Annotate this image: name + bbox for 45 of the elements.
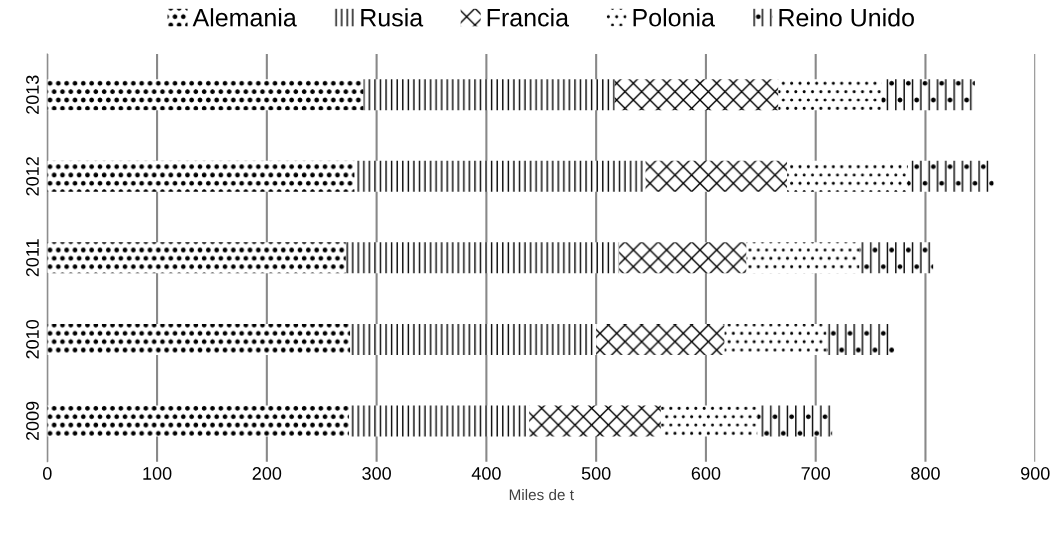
bar (907, 160, 994, 192)
bar (47, 79, 364, 111)
bar (645, 160, 788, 192)
bar (614, 79, 779, 111)
bar (881, 79, 975, 111)
bar (47, 160, 355, 192)
legend-label: Alemania (192, 8, 297, 27)
y-tick-label: 2011 (26, 239, 39, 277)
x-tick-label: 900 (1021, 467, 1050, 480)
bar (345, 242, 620, 274)
x-tick-label: 0 (42, 467, 52, 480)
x-tick-label: 500 (581, 467, 611, 480)
bar (746, 242, 860, 274)
x-axis-title: Miles de t (509, 488, 574, 501)
bar (826, 323, 895, 355)
y-tick-label: 2012 (26, 157, 39, 196)
x-tick-label: 100 (143, 467, 172, 480)
bar (47, 405, 350, 437)
legend-label: Reino Unido (779, 8, 914, 27)
legend-label: Francia (487, 8, 570, 27)
bar (757, 405, 833, 437)
bar (778, 79, 882, 111)
y-tick-label: 2010 (26, 320, 39, 359)
bar (596, 323, 725, 355)
bar (529, 405, 661, 437)
bar (47, 242, 346, 274)
y-tick-label: 2009 (26, 401, 39, 441)
bar (354, 160, 646, 192)
bar (363, 79, 615, 111)
y-tick-label: 2013 (26, 75, 39, 114)
legend-label: Rusia (361, 8, 424, 27)
x-tick-label: 700 (801, 467, 831, 480)
x-tick-label: 300 (362, 467, 391, 480)
bar (350, 323, 597, 355)
x-tick-label: 400 (471, 467, 501, 480)
x-tick-label: 200 (252, 467, 282, 480)
bar (787, 160, 908, 192)
bar (619, 242, 747, 274)
x-tick-label: 600 (691, 467, 721, 480)
bar (660, 405, 758, 437)
legend-label: Polonia (633, 8, 715, 27)
bar (859, 242, 934, 274)
bar (47, 323, 351, 355)
x-tick-label: 800 (911, 467, 940, 480)
bar (724, 323, 827, 355)
